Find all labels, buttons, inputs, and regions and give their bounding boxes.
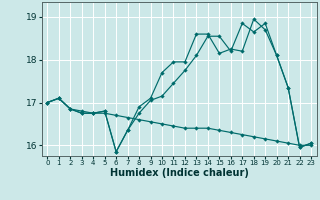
X-axis label: Humidex (Indice chaleur): Humidex (Indice chaleur) — [110, 168, 249, 178]
